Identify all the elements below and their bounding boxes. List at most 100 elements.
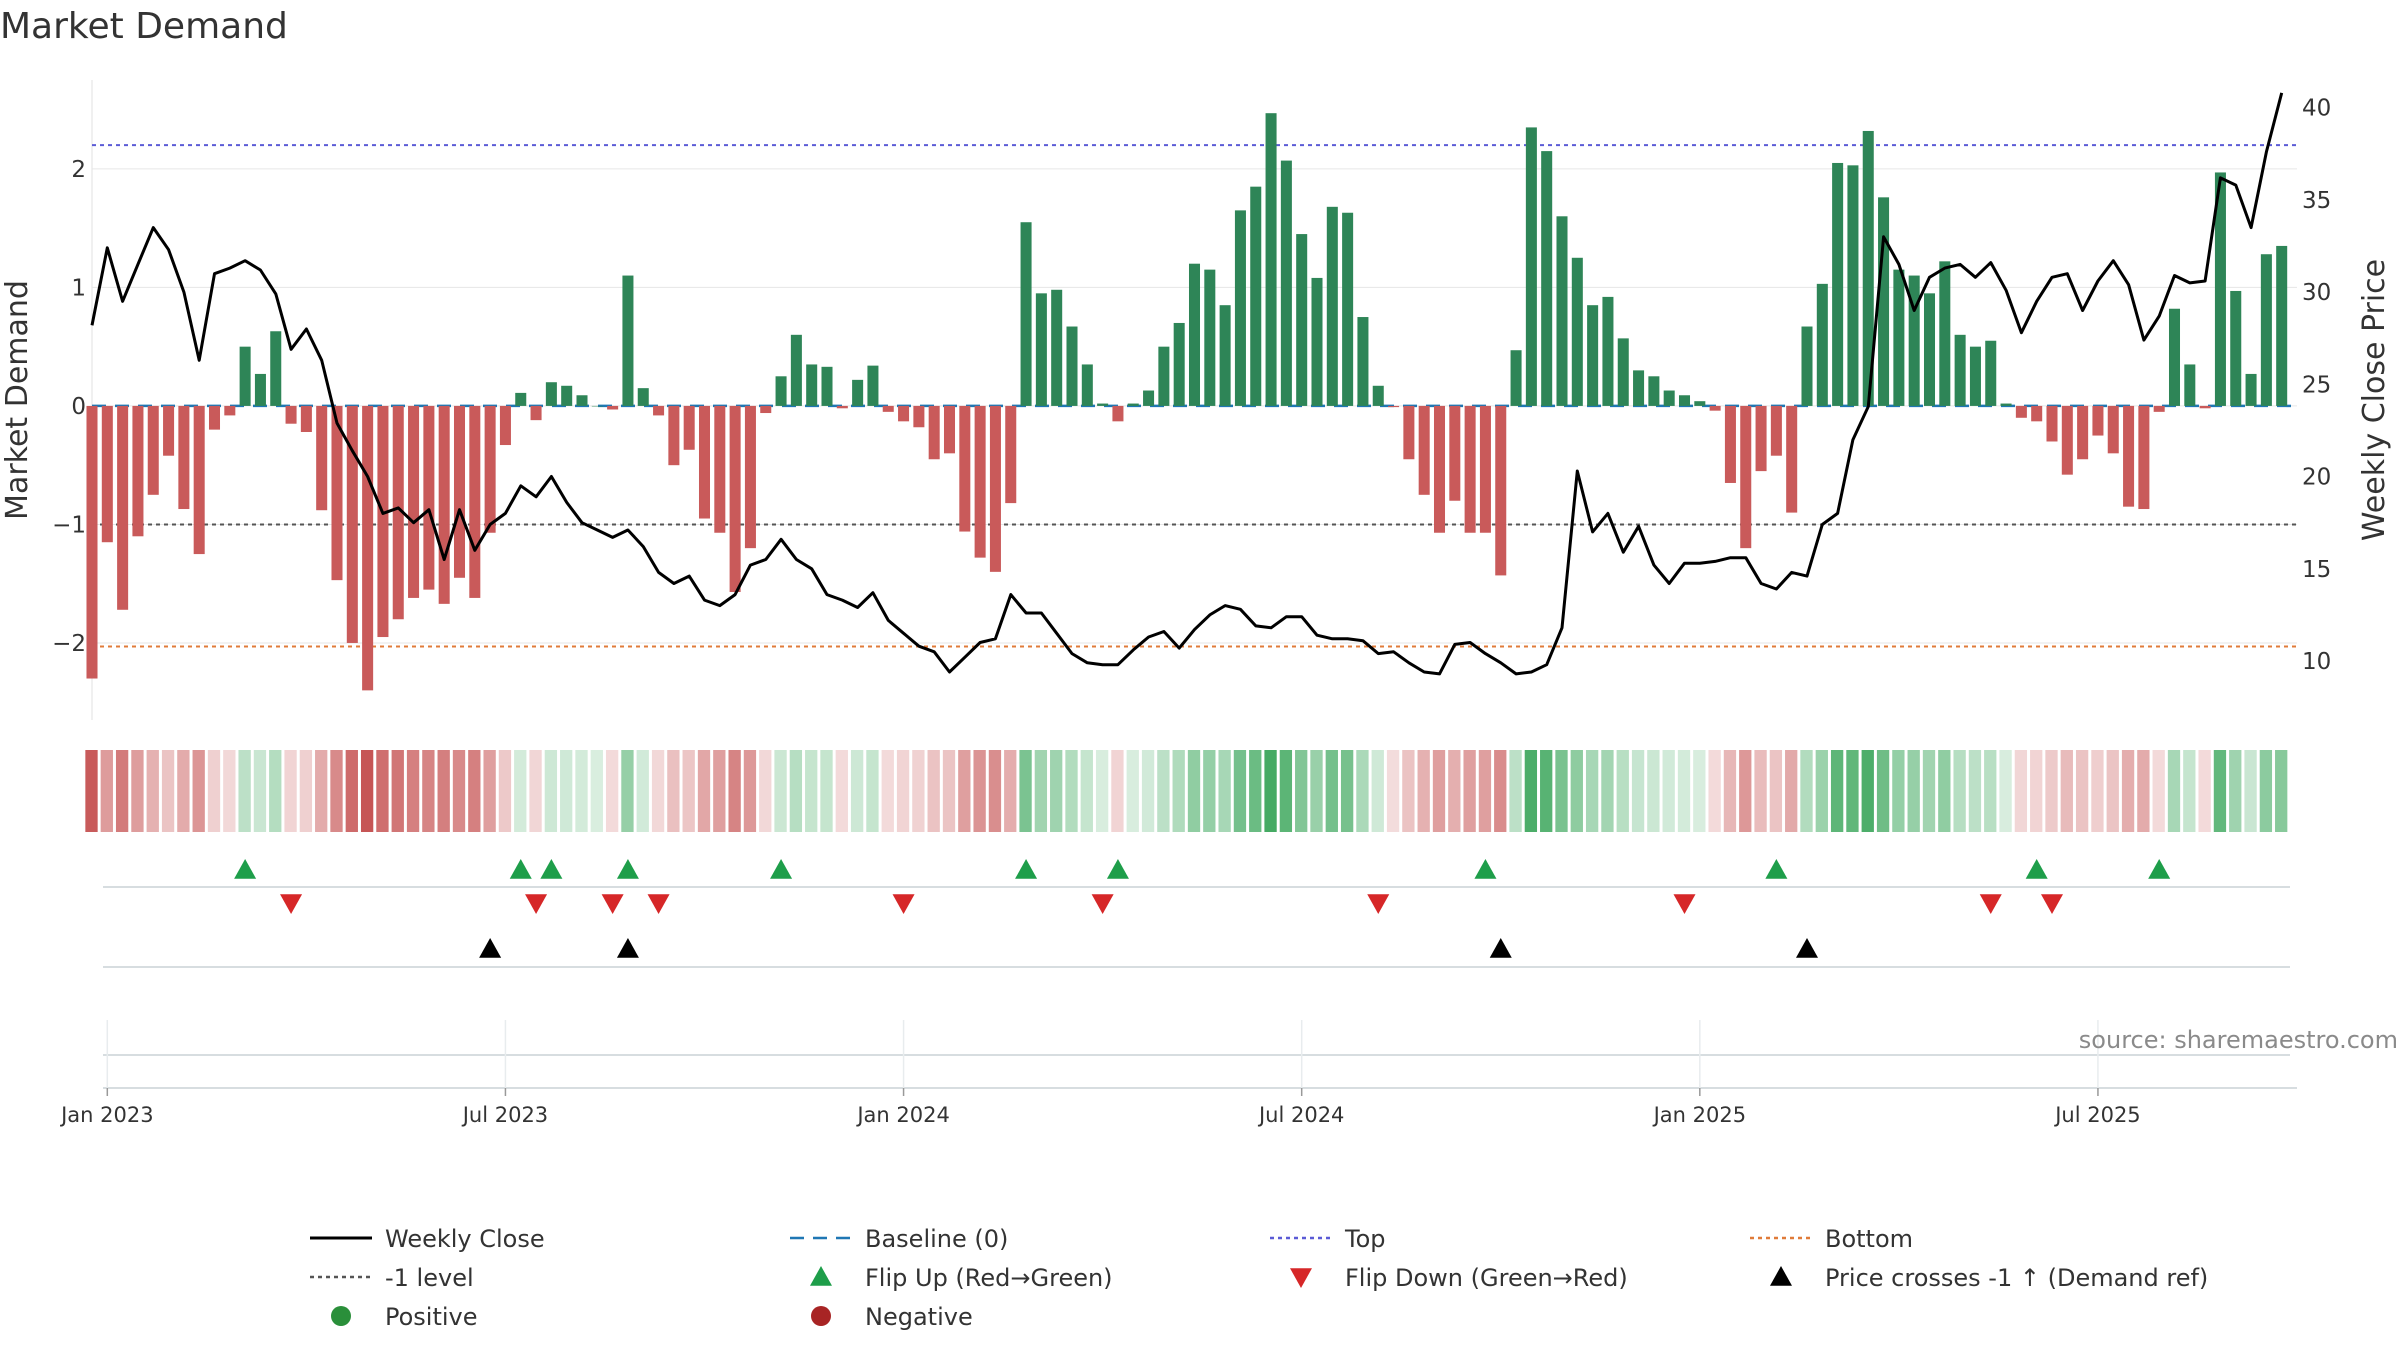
heat-cell — [1172, 750, 1185, 832]
heat-cell — [590, 750, 603, 832]
weekly-close-series — [90, 92, 2284, 676]
demand-bar — [163, 405, 175, 456]
legend-label: Baseline (0) — [865, 1225, 1008, 1253]
demand-bar — [729, 405, 741, 592]
demand-bar — [408, 405, 420, 598]
heat-cell — [1233, 750, 1247, 832]
heat-cell — [1187, 750, 1201, 832]
heat-cell — [1723, 750, 1737, 832]
demand-bar — [1893, 269, 1905, 406]
heat-cell — [927, 750, 940, 832]
heat-cell — [1310, 750, 1323, 832]
heat-cell — [896, 750, 910, 832]
demand-bar — [86, 405, 98, 679]
heat-cell — [1249, 750, 1262, 832]
right-axis-ticks: 10 15 20 25 30 35 40 — [2302, 96, 2331, 675]
demand-heat-strip — [85, 750, 2288, 832]
legend-swatch — [331, 1306, 351, 1326]
demand-bar — [1388, 405, 1400, 408]
demand-bar — [1939, 261, 1951, 406]
legend-label: Flip Down (Green→Red) — [1345, 1264, 1628, 1292]
demand-bar — [1678, 395, 1691, 406]
demand-bar — [1587, 305, 1599, 406]
y2-tick-label: 10 — [2302, 649, 2331, 675]
heat-cell — [1953, 750, 1966, 832]
heat-cell — [2075, 750, 2089, 832]
demand-bar — [1740, 405, 1752, 549]
weekly-close-line — [90, 92, 2284, 676]
heat-cell — [1922, 750, 1936, 832]
heat-cell — [1876, 750, 1890, 832]
heat-cell — [1050, 750, 1063, 832]
demand-bar — [1556, 216, 1568, 406]
demand-bar — [499, 405, 511, 446]
demand-bar — [1755, 405, 1767, 472]
heat-cell — [146, 750, 159, 832]
demand-bar — [867, 365, 879, 406]
y2-tick-label: 30 — [2302, 280, 2331, 306]
heat-cell — [1968, 750, 1982, 832]
date-tick-label: Jul 2023 — [461, 1103, 548, 1127]
demand-bar — [2260, 254, 2272, 406]
heat-cell — [223, 750, 236, 832]
heat-cell — [2152, 750, 2165, 832]
demand-bar — [300, 405, 312, 432]
heat-cell — [1769, 750, 1783, 832]
demand-bar — [1449, 405, 1461, 501]
demand-bar — [331, 405, 343, 581]
demand-bar — [1433, 405, 1446, 533]
demand-bar — [1541, 151, 1553, 406]
demand-bar — [147, 405, 159, 495]
heat-cell — [161, 750, 175, 832]
demand-bar — [1770, 405, 1782, 456]
date-tick-label: Jan 2023 — [59, 1103, 154, 1127]
demand-bar — [2138, 405, 2150, 510]
flip-up-marker — [509, 859, 532, 879]
price-cross-marker — [479, 938, 502, 958]
y-tick-label: 1 — [71, 275, 86, 301]
y-tick-label: −1 — [52, 512, 86, 538]
heat-cell — [360, 750, 374, 832]
demand-bar — [1862, 130, 1874, 406]
heat-cell — [1708, 750, 1721, 832]
demand-bar — [193, 405, 205, 555]
legend-swatch — [811, 1306, 831, 1326]
heat-cell — [2198, 750, 2211, 832]
heat-cell — [1509, 750, 1522, 832]
heat-cell — [330, 750, 343, 832]
y2-tick-label: 25 — [2302, 372, 2331, 398]
heat-cell — [1830, 750, 1844, 832]
demand-bar — [1357, 317, 1369, 406]
heat-cell — [1386, 750, 1400, 832]
demand-bar — [1648, 376, 1660, 406]
demand-bar — [208, 405, 221, 430]
heat-cell — [743, 750, 757, 832]
demand-bar — [1525, 127, 1537, 406]
demand-bar — [2214, 172, 2226, 406]
flip-down-marker — [525, 894, 548, 914]
legend-label: Bottom — [1825, 1225, 1913, 1253]
heat-cell — [299, 750, 313, 832]
heat-cell — [483, 750, 496, 832]
heat-cell — [2106, 750, 2119, 832]
demand-bar — [836, 405, 848, 409]
heat-cell — [1371, 750, 1384, 832]
demand-bar — [1173, 322, 1185, 406]
heat-cell — [1080, 750, 1093, 832]
heat-cell — [1800, 750, 1813, 832]
demand-bar — [2046, 405, 2058, 442]
demand-bar — [1280, 160, 1292, 406]
demand-bar — [1724, 405, 1736, 483]
demand-bar — [1250, 186, 1262, 406]
demand-bar — [561, 385, 573, 406]
demand-bar — [1908, 275, 1920, 406]
date-tick-label: Jan 2024 — [855, 1103, 950, 1127]
demand-bar — [852, 379, 864, 406]
heat-cell — [1861, 750, 1874, 832]
demand-bar — [1878, 197, 1890, 406]
heat-cell — [345, 750, 358, 832]
y-tick-label: 0 — [71, 394, 86, 420]
heat-cell — [1647, 750, 1660, 832]
heat-cell — [973, 750, 986, 832]
flip-up-marker — [1765, 859, 1788, 879]
